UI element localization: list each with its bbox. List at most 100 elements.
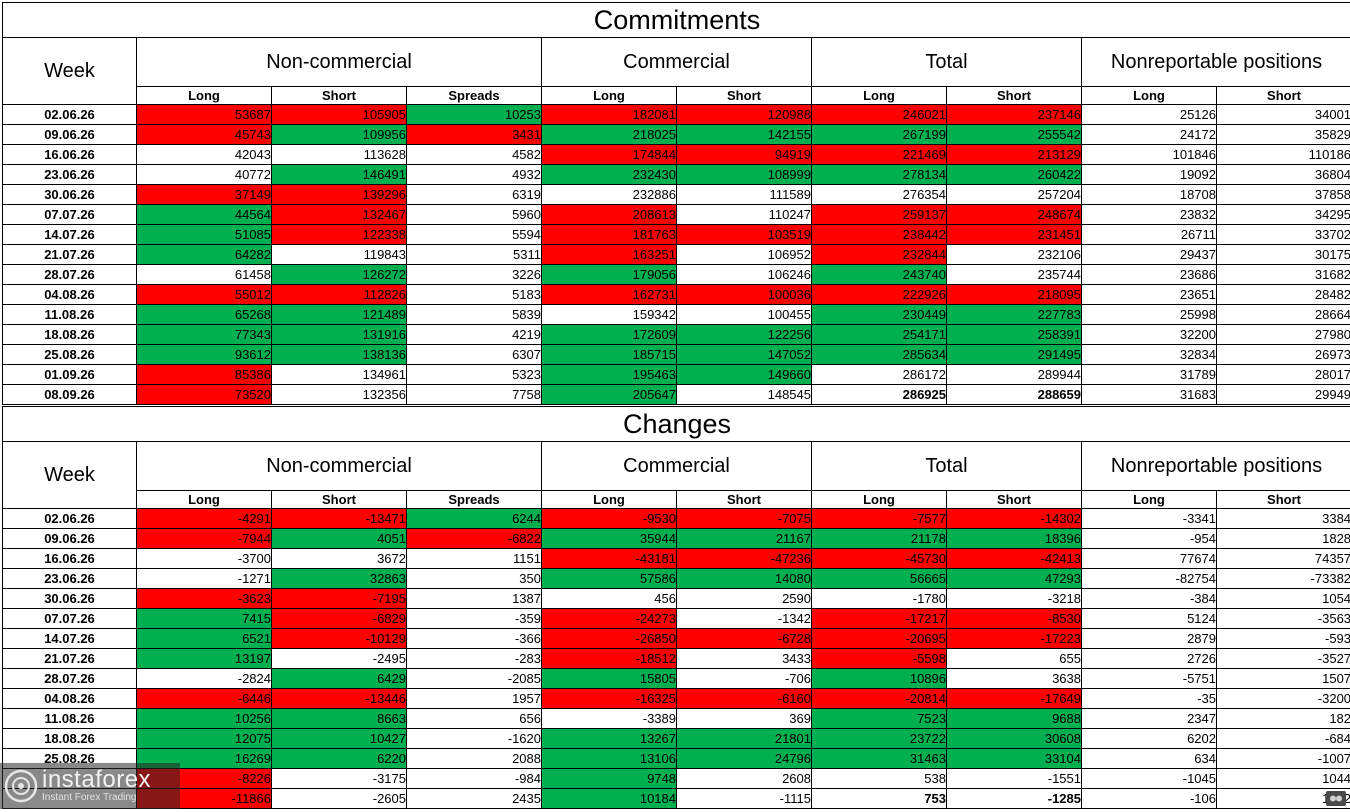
value-cell: 5960 [407, 205, 542, 225]
value-cell: 21801 [677, 729, 812, 749]
value-cell: 74357 [1217, 549, 1350, 569]
value-cell: -384 [1082, 589, 1217, 609]
value-cell: -42413 [947, 549, 1082, 569]
value-cell: 132356 [272, 385, 407, 405]
value-cell: 254171 [812, 325, 947, 345]
value-cell: -7075 [677, 509, 812, 529]
value-cell: 23832 [1082, 205, 1217, 225]
value-cell: -954 [1082, 529, 1217, 549]
value-cell: 122338 [272, 225, 407, 245]
value-cell: -16325 [542, 689, 677, 709]
week-cell: 16.06.26 [3, 145, 137, 165]
value-cell: 231451 [947, 225, 1082, 245]
week-cell: 16.06.26 [3, 549, 137, 569]
value-cell: 23686 [1082, 265, 1217, 285]
value-cell: 237146 [947, 105, 1082, 125]
value-cell: -18512 [542, 649, 677, 669]
value-cell: 18708 [1082, 185, 1217, 205]
value-cell: 2608 [677, 769, 812, 789]
value-cell: 28664 [1217, 305, 1350, 325]
value-cell: 174844 [542, 145, 677, 165]
value-cell: 257204 [947, 185, 1082, 205]
week-header: Week [3, 442, 137, 509]
value-cell: 5124 [1082, 609, 1217, 629]
value-cell: 147052 [677, 345, 812, 365]
week-cell: 02.06.26 [3, 509, 137, 529]
value-cell: -13446 [272, 689, 407, 709]
value-cell: 10184 [542, 789, 677, 809]
group-header-commercial: Commercial [542, 38, 812, 87]
column-header-long: Long [1082, 491, 1217, 509]
value-cell: 142155 [677, 125, 812, 145]
value-cell: 3672 [272, 549, 407, 569]
changes-title: Changes [3, 407, 1350, 442]
value-cell: -6728 [677, 629, 812, 649]
value-cell: 35829 [1217, 125, 1350, 145]
value-cell: 291495 [947, 345, 1082, 365]
value-cell: -24273 [542, 609, 677, 629]
value-cell: -366 [407, 629, 542, 649]
week-cell: 14.07.26 [3, 629, 137, 649]
value-cell: 18396 [947, 529, 1082, 549]
value-cell: 232106 [947, 245, 1082, 265]
value-cell: 5311 [407, 245, 542, 265]
value-cell: 139296 [272, 185, 407, 205]
week-cell: 18.08.26 [3, 729, 137, 749]
value-cell: 42043 [137, 145, 272, 165]
value-cell: 29949 [1217, 385, 1350, 405]
value-cell: 4051 [272, 529, 407, 549]
value-cell: -1007 [1217, 749, 1350, 769]
value-cell: 94919 [677, 145, 812, 165]
value-cell: 110247 [677, 205, 812, 225]
value-cell: -9530 [542, 509, 677, 529]
value-cell: 101846 [1082, 145, 1217, 165]
value-cell: 148545 [677, 385, 812, 405]
value-cell: 3431 [407, 125, 542, 145]
value-cell: 10256 [137, 709, 272, 729]
value-cell: 235744 [947, 265, 1082, 285]
value-cell: 1507 [1217, 669, 1350, 689]
group-header-total: Total [812, 442, 1082, 491]
value-cell: 65268 [137, 305, 272, 325]
value-cell: -5598 [812, 649, 947, 669]
value-cell: 53687 [137, 105, 272, 125]
value-cell: -17217 [812, 609, 947, 629]
value-cell: -13471 [272, 509, 407, 529]
value-cell: -283 [407, 649, 542, 669]
value-cell: 753 [812, 789, 947, 809]
value-cell: 21178 [812, 529, 947, 549]
value-cell: 656 [407, 709, 542, 729]
value-cell: 218025 [542, 125, 677, 145]
value-cell: 6429 [272, 669, 407, 689]
value-cell: 243740 [812, 265, 947, 285]
value-cell: -3700 [137, 549, 272, 569]
value-cell: -45730 [812, 549, 947, 569]
value-cell: 162731 [542, 285, 677, 305]
value-cell: 24796 [677, 749, 812, 769]
value-cell: -7577 [812, 509, 947, 529]
value-cell: 32834 [1082, 345, 1217, 365]
value-cell: 221469 [812, 145, 947, 165]
value-cell: 134961 [272, 365, 407, 385]
value-cell: 110186 [1217, 145, 1350, 165]
week-cell: 11.08.26 [3, 709, 137, 729]
value-cell: -73382 [1217, 569, 1350, 589]
value-cell: 119843 [272, 245, 407, 265]
value-cell: 350 [407, 569, 542, 589]
column-header-short: Short [272, 491, 407, 509]
week-cell: 07.07.26 [3, 205, 137, 225]
value-cell: 3433 [677, 649, 812, 669]
week-cell: 30.06.26 [3, 185, 137, 205]
value-cell: 93612 [137, 345, 272, 365]
column-header-short: Short [947, 87, 1082, 105]
value-cell: 185715 [542, 345, 677, 365]
group-header-non-commercial: Non-commercial [137, 38, 542, 87]
